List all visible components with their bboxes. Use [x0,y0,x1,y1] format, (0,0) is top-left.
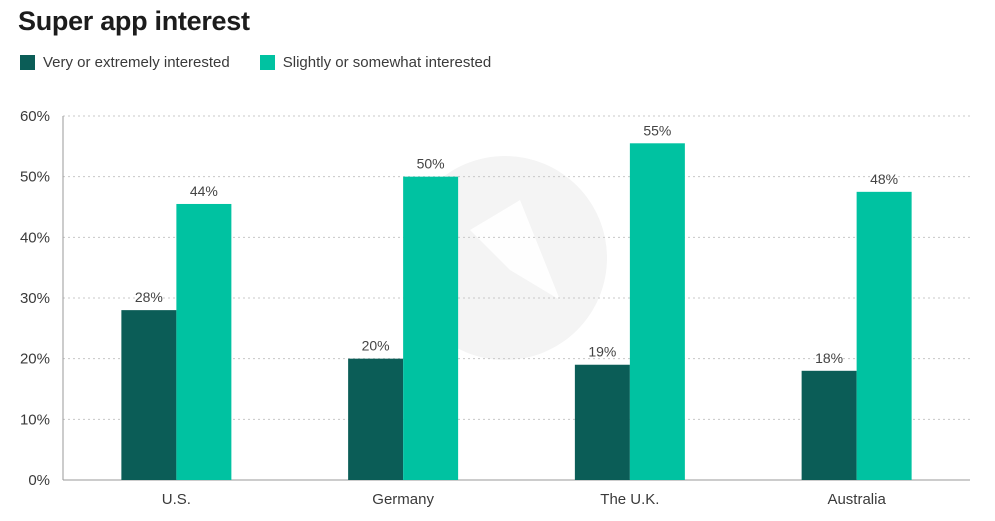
legend: Very or extremely interested Slightly or… [20,54,521,71]
x-tick-label: The U.K. [600,491,659,508]
legend-item-very-interested: Very or extremely interested [20,54,230,71]
legend-label-very-interested: Very or extremely interested [43,54,230,71]
y-tick-label: 0% [28,472,50,489]
y-tick-label: 60% [20,108,50,125]
data-label: 28% [135,289,163,305]
data-label: 44% [190,183,218,199]
x-tick-label: Germany [372,491,434,508]
watermark-logo-mark [470,200,560,300]
y-tick-label: 40% [20,229,50,246]
bar-slightly-interested [856,191,912,481]
legend-swatch-slightly-interested [259,55,275,70]
bar-very-interested [348,358,404,480]
bar-very-interested [121,310,177,480]
y-tick-label: 10% [20,411,50,428]
bar-slightly-interested [176,203,232,480]
x-tick-label: U.S. [162,491,191,508]
x-tick-label: Australia [827,491,886,508]
legend-label-slightly-interested: Slightly or somewhat interested [282,54,492,71]
y-tick-label: 20% [20,351,50,368]
data-label: 20% [362,338,390,354]
bar-very-interested [574,364,630,480]
bar-slightly-interested [403,176,459,480]
y-tick-label: 50% [20,169,50,186]
data-label: 50% [417,156,445,172]
data-label: 19% [588,344,616,360]
data-label: 55% [643,122,671,138]
legend-item-slightly-interested: Slightly or somewhat interested [259,54,492,71]
y-tick-label: 30% [20,290,50,307]
data-label: 48% [870,171,898,187]
bar-very-interested [801,370,857,480]
legend-swatch-very-interested [20,55,35,70]
chart-title: Super app interest [18,6,250,36]
data-label: 18% [815,350,843,366]
bar-slightly-interested [629,143,685,481]
